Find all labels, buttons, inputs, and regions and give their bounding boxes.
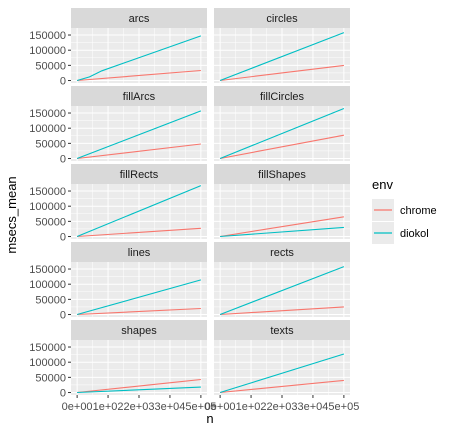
series-line-diokol	[76, 35, 202, 82]
facet-strip	[71, 8, 207, 28]
facet-strip	[214, 164, 350, 184]
series-line-chrome	[220, 64, 344, 82]
facet-strip	[71, 86, 207, 106]
series-line-chrome	[77, 307, 201, 316]
y-tick-label: 150000	[29, 108, 66, 120]
x-tick-label: 2e+03	[124, 401, 155, 413]
y-tick-label: 150000	[29, 342, 66, 354]
facet-rects: rects	[214, 242, 350, 317]
facet-strip-label: fillShapes	[258, 169, 306, 181]
facet-shapes: shapes	[71, 320, 207, 395]
x-tick-label: 5e+05	[328, 401, 359, 413]
facet-fillShapes: fillShapes	[214, 164, 350, 239]
y-tick-label: 100000	[29, 357, 66, 369]
series-line-chrome	[220, 216, 344, 238]
y-tick-label: 50000	[35, 372, 66, 384]
facet-fillArcs: fillArcs	[71, 86, 207, 161]
y-tick-label: 0	[60, 388, 66, 400]
series-line-diokol	[219, 266, 345, 316]
y-tick-label: 0	[60, 154, 66, 166]
y-tick-label: 0	[60, 232, 66, 244]
y-axis-title: msecs_mean	[4, 176, 19, 253]
y-tick-label: 50000	[35, 216, 66, 228]
series-line-diokol	[76, 185, 202, 238]
series-line-chrome	[220, 379, 344, 394]
series-line-diokol	[220, 226, 344, 238]
facet-strip-label: circles	[266, 13, 298, 25]
y-tick-label: 100000	[29, 123, 66, 135]
facet-strip-label: rects	[270, 247, 294, 259]
facet-strip-label: fillCircles	[260, 91, 305, 103]
facet-panels: arcs circles fillArcs fillCircles fillRects f…	[71, 8, 350, 395]
facet-strip-label: fillRects	[120, 169, 159, 181]
y-tick-label: 50000	[35, 294, 66, 306]
x-tick-label: 5e+05	[185, 401, 216, 413]
series-line-diokol	[77, 386, 201, 394]
facet-strip	[214, 242, 350, 262]
series-line-diokol	[219, 32, 345, 82]
x-tick-label: 0e+00	[205, 401, 236, 413]
series-line-chrome	[77, 69, 201, 82]
legend-entry-diokol: diokol	[372, 222, 429, 244]
legend-label: diokol	[400, 228, 429, 240]
y-tick-label: 50000	[35, 138, 66, 150]
facet-strip-label: texts	[270, 325, 294, 337]
legend: env chrome diokol	[372, 177, 437, 244]
facet-strip-label: shapes	[121, 325, 157, 337]
facet-strip	[214, 320, 350, 340]
series-line-chrome	[219, 134, 345, 160]
series-line-chrome	[77, 378, 201, 394]
x-axis-title: n	[206, 411, 213, 426]
facet-texts: texts	[214, 320, 350, 395]
legend-label: chrome	[400, 205, 437, 217]
y-tick-label: 0	[60, 310, 66, 322]
facet-strip	[71, 320, 207, 340]
series-line-chrome	[220, 306, 344, 316]
series-line-chrome	[77, 143, 201, 160]
facet-strip	[71, 242, 207, 262]
x-tick-label: 1e+02	[236, 401, 267, 413]
y-tick-label: 150000	[29, 186, 66, 198]
series-line-diokol	[76, 279, 202, 316]
facet-strip-label: lines	[128, 247, 151, 259]
x-tick-label: 1e+02	[93, 401, 124, 413]
series-line-diokol	[76, 110, 202, 160]
y-tick-label: 0	[60, 76, 66, 88]
facet-strip-label: arcs	[129, 13, 150, 25]
facet-fillCircles: fillCircles	[214, 86, 350, 161]
y-tick-label: 150000	[29, 30, 66, 42]
facet-strip	[71, 164, 207, 184]
facet-strip	[214, 86, 350, 106]
series-line-chrome	[77, 227, 201, 238]
facet-strip	[214, 8, 350, 28]
facet-fillRects: fillRects	[71, 164, 207, 239]
y-tick-label: 100000	[29, 45, 66, 57]
series-line-diokol	[219, 107, 345, 160]
y-axis: 0 50000 100000 150000 0 50000 100000 150000 0 500…	[29, 30, 71, 400]
facet-lines: lines	[71, 242, 207, 317]
legend-title: env	[372, 177, 393, 192]
y-tick-label: 50000	[35, 60, 66, 72]
y-tick-label: 150000	[29, 264, 66, 276]
y-tick-label: 100000	[29, 279, 66, 291]
legend-entry-chrome: chrome	[372, 199, 437, 221]
facet-circles: circles	[214, 8, 350, 83]
facet-arcs: arcs	[71, 8, 207, 83]
x-tick-label: 0e+00	[62, 401, 93, 413]
y-tick-label: 100000	[29, 201, 66, 213]
facet-strip-label: fillArcs	[123, 91, 156, 103]
x-tick-label: 2e+03	[267, 401, 298, 413]
series-line-diokol	[219, 353, 345, 394]
x-tick-label: 3e+04	[297, 401, 328, 413]
x-tick-label: 3e+04	[154, 401, 185, 413]
